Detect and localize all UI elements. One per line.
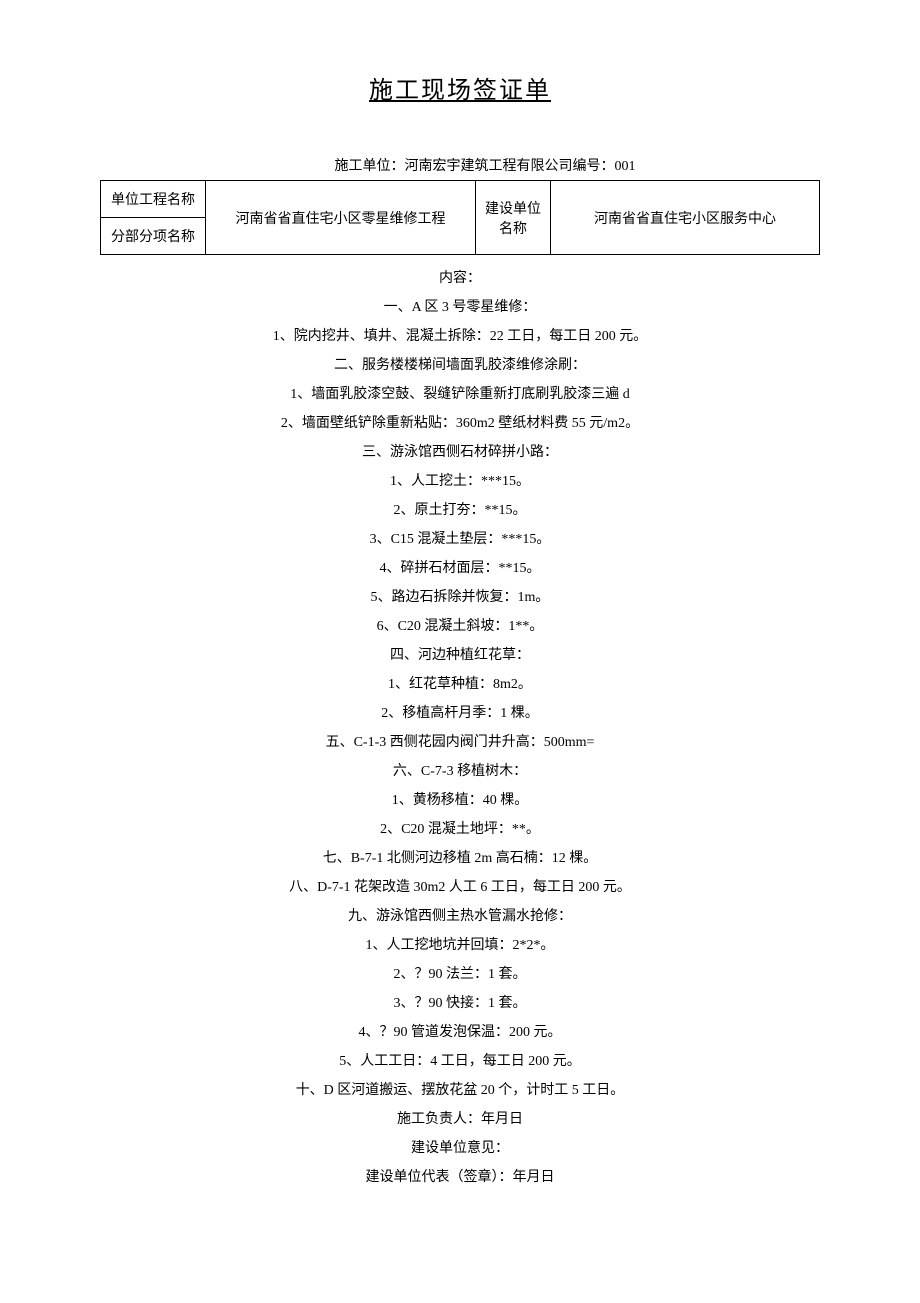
content-line: 5、人工工日：4 工日，每工日 200 元。 xyxy=(100,1048,820,1076)
content-line: 1、黄杨移植：40 棵。 xyxy=(100,787,820,815)
content-line: 3、C15 混凝土垫层：***15。 xyxy=(100,526,820,554)
content-line: 建设单位代表（签章）：年月日 xyxy=(100,1164,820,1192)
content-line: 4、碎拼石材面层：**15。 xyxy=(100,555,820,583)
label-build-unit: 建设单位名称 xyxy=(476,181,551,255)
content-line: 五、C-1-3 西侧花园内阀门井升高：500mm= xyxy=(100,729,820,757)
content-line: 六、C-7-3 移植树木： xyxy=(100,758,820,786)
document-title: 施工现场签证单 xyxy=(100,70,820,105)
content-line: 1、院内挖井、填井、混凝土拆除：22 工日，每工日 200 元。 xyxy=(100,323,820,351)
content-body: 内容： 一、A 区 3 号零星维修： 1、院内挖井、填井、混凝土拆除：22 工日… xyxy=(100,265,820,1192)
label-sub-name: 分部分项名称 xyxy=(101,218,206,255)
content-line: 6、C20 混凝土斜坡：1**。 xyxy=(100,613,820,641)
content-line: 十、D 区河道搬运、摆放花盆 20 个，计时工 5 工日。 xyxy=(100,1077,820,1105)
content-line: 七、B-7-1 北侧河边移植 2m 高石楠：12 棵。 xyxy=(100,845,820,873)
content-line: 建设单位意见： xyxy=(100,1135,820,1163)
content-line: 四、河边种植红花草： xyxy=(100,642,820,670)
content-line: 施工负责人：年月日 xyxy=(100,1106,820,1134)
content-line: 八、D-7-1 花架改造 30m2 人工 6 工日，每工日 200 元。 xyxy=(100,874,820,902)
content-line: 九、游泳馆西侧主热水管漏水抢修： xyxy=(100,903,820,931)
header-info: 施工单位：河南宏宇建筑工程有限公司编号：001 xyxy=(100,155,820,175)
content-line: 3、？90 快接：1 套。 xyxy=(100,990,820,1018)
content-line: 1、人工挖地坑并回填：2*2*。 xyxy=(100,932,820,960)
content-line: 2、移植高杆月季：1 棵。 xyxy=(100,700,820,728)
content-line: 内容： xyxy=(100,265,820,293)
project-name-value: 河南省省直住宅小区零星维修工程 xyxy=(206,181,476,255)
content-line: 三、游泳馆西侧石材碎拼小路： xyxy=(100,439,820,467)
info-table: 单位工程名称 河南省省直住宅小区零星维修工程 建设单位名称 河南省省直住宅小区服… xyxy=(100,180,820,255)
content-line: 2、原土打夯：**15。 xyxy=(100,497,820,525)
content-line: 一、A 区 3 号零星维修： xyxy=(100,294,820,322)
build-unit-value: 河南省省直住宅小区服务中心 xyxy=(551,181,820,255)
content-line: 4、？90 管道发泡保温：200 元。 xyxy=(100,1019,820,1047)
content-line: 2、？90 法兰：1 套。 xyxy=(100,961,820,989)
label-project-name: 单位工程名称 xyxy=(101,181,206,218)
content-line: 二、服务楼楼梯间墙面乳胶漆维修涂刷： xyxy=(100,352,820,380)
content-line: 1、人工挖土：***15。 xyxy=(100,468,820,496)
content-line: 2、墙面壁纸铲除重新粘贴：360m2 壁纸材料费 55 元/m2。 xyxy=(100,410,820,438)
content-line: 1、墙面乳胶漆空鼓、裂缝铲除重新打底刷乳胶漆三遍 d xyxy=(100,381,820,409)
content-line: 1、红花草种植：8m2。 xyxy=(100,671,820,699)
content-line: 2、C20 混凝土地坪：**。 xyxy=(100,816,820,844)
content-line: 5、路边石拆除并恢复：1m。 xyxy=(100,584,820,612)
